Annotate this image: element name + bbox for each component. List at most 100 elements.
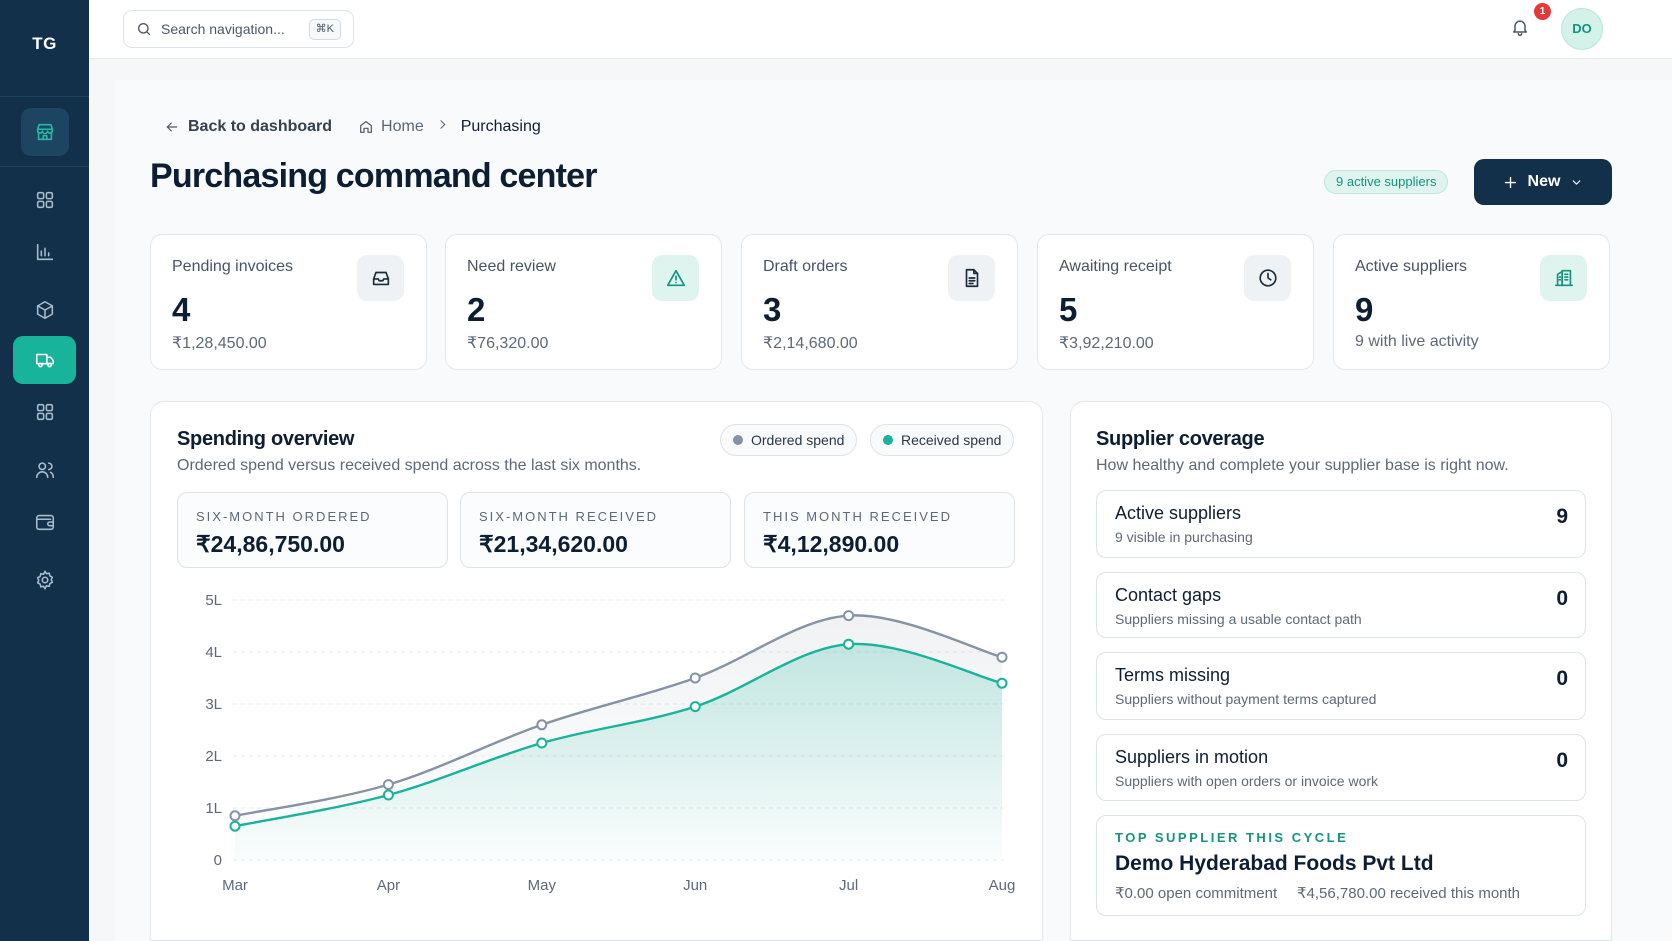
store-icon [36, 123, 54, 141]
search-shortcut: ⌘K [308, 19, 341, 40]
ordered-spend-point [229, 810, 241, 822]
active-suppliers-pill: 9 active suppliers [1324, 170, 1449, 194]
chevron-down-icon [1573, 179, 1581, 185]
metric-six-month-received: SIX-MONTH RECEIVED ₹21,34,620.00 [460, 492, 731, 568]
notifications-button[interactable] [1510, 17, 1534, 41]
coverage-item-title: Active suppliers [1115, 503, 1242, 523]
top-supplier-name: Demo Hyderabad Foods Pvt Ltd [1115, 852, 1434, 875]
sidebar-divider [0, 96, 89, 97]
app-logo[interactable]: TG [32, 34, 57, 53]
legend-ordered[interactable]: Ordered spend [720, 424, 858, 456]
sidebar-item-purchasing[interactable] [13, 336, 76, 384]
stat-card-pending-invoices[interactable]: Pending invoices 4 ₹1,28,450.00 [150, 234, 427, 370]
search-icon [138, 23, 150, 35]
top-supplier-label: TOP SUPPLIER THIS CYCLE [1115, 830, 1349, 845]
received-dot [883, 435, 893, 445]
coverage-item-value: 9 [1556, 505, 1568, 528]
stat-sub: ₹76,320.00 [467, 335, 549, 352]
breadcrumb-separator [436, 118, 449, 136]
ordered-spend-point [843, 610, 855, 622]
y-tick-label: 0 [214, 852, 222, 869]
top-supplier-open-commitment: ₹0.00 open commitment [1115, 885, 1278, 902]
coverage-item-value: 0 [1556, 749, 1568, 772]
topbar: Search navigation... ⌘K [89, 0, 1672, 59]
stat-card-need-review[interactable]: Need review 2 ₹76,320.00 [445, 234, 722, 370]
stat-card-draft-orders[interactable]: Draft orders 3 ₹2,14,680.00 [741, 234, 1018, 370]
received-spend-point [382, 789, 394, 801]
coverage-item-value: 0 [1556, 667, 1568, 690]
back-to-dashboard-link[interactable]: Back to dashboard [164, 118, 332, 136]
ordered-spend-point [382, 779, 394, 791]
wallet-icon [35, 514, 54, 531]
sidebar-item-store[interactable] [21, 108, 69, 156]
ordered-spend-point [689, 672, 701, 684]
top-supplier-card[interactable]: TOP SUPPLIER THIS CYCLE Demo Hyderabad F… [1096, 815, 1586, 916]
x-tick-label: Apr [377, 877, 400, 894]
coverage-title: Supplier coverage [1096, 428, 1265, 450]
spending-title: Spending overview [177, 428, 355, 450]
coverage-item-active-suppliers[interactable]: Active suppliers 9 visible in purchasing… [1096, 490, 1586, 558]
sidebar-item-reports[interactable] [13, 228, 76, 276]
sidebar-item-apps[interactable] [13, 388, 76, 436]
coverage-item-title: Suppliers in motion [1115, 747, 1269, 767]
coverage-item-sub: Suppliers without payment terms captured [1115, 691, 1377, 707]
inbox-icon [357, 255, 404, 301]
notification-badge: 1 [1534, 3, 1551, 20]
x-tick-label: Mar [222, 877, 248, 894]
x-tick-label: May [528, 877, 557, 894]
metric-value: ₹21,34,620.00 [479, 531, 628, 557]
spending-chart: 0 1L 2L 3L 4L 5L Mar Apr May Jun Jul Aug [205, 592, 1016, 894]
stat-label: Need review [467, 258, 556, 275]
metric-value: ₹4,12,890.00 [763, 531, 900, 557]
legend-received[interactable]: Received spend [870, 424, 1015, 456]
breadcrumb-current: Purchasing [460, 118, 541, 135]
received-spend-area [235, 643, 1002, 860]
sidebar: TG [0, 0, 89, 941]
coverage-subtitle: How healthy and complete your supplier b… [1096, 457, 1509, 474]
received-spend-point [229, 820, 241, 832]
stat-label: Awaiting receipt [1059, 258, 1172, 275]
coverage-item-title: Terms missing [1115, 665, 1231, 685]
sidebar-item-dashboard[interactable] [13, 176, 76, 224]
grid-icon [36, 191, 53, 209]
stat-value: 3 [763, 291, 782, 328]
sidebar-item-wallet[interactable] [13, 498, 76, 546]
coverage-item-value: 0 [1556, 587, 1568, 610]
stat-card-active-suppliers[interactable]: Active suppliers 9 9 with live activity [1333, 234, 1610, 370]
new-button[interactable]: New [1474, 159, 1612, 205]
received-spend-point [536, 737, 548, 749]
truck-icon [35, 353, 54, 368]
stat-sub: 9 with live activity [1355, 333, 1479, 350]
legend-received-label: Received spend [901, 432, 1002, 448]
ordered-spend-point [996, 651, 1008, 663]
ordered-spend-line [234, 614, 1003, 817]
x-tick-label: Aug [989, 877, 1016, 894]
sidebar-item-users[interactable] [13, 446, 76, 494]
y-tick-label: 3L [205, 696, 222, 713]
metric-label: SIX-MONTH RECEIVED [479, 509, 659, 524]
coverage-item-suppliers-in-motion[interactable]: Suppliers in motion Suppliers with open … [1096, 734, 1586, 801]
package-icon [36, 300, 53, 320]
gear-icon [36, 570, 53, 590]
breadcrumb-home[interactable]: Home [358, 118, 424, 136]
home-icon [360, 121, 372, 133]
page-title: Purchasing command center [150, 157, 597, 195]
ordered-dot [733, 435, 743, 445]
stat-value: 2 [467, 291, 486, 328]
sidebar-item-inventory[interactable] [13, 286, 76, 334]
stat-label: Active suppliers [1355, 258, 1468, 275]
search-input[interactable]: Search navigation... ⌘K [123, 10, 354, 48]
user-avatar[interactable]: DO [1561, 8, 1603, 50]
metric-six-month-ordered: SIX-MONTH ORDERED ₹24,86,750.00 [177, 492, 448, 568]
alert-triangle-icon [652, 255, 699, 301]
home-label: Home [381, 118, 424, 135]
stat-sub: ₹3,92,210.00 [1059, 335, 1154, 352]
bar-chart-icon [36, 243, 53, 261]
received-spend-line [234, 642, 1003, 828]
coverage-item-terms-missing[interactable]: Terms missing Suppliers without payment … [1096, 652, 1586, 720]
sidebar-item-settings[interactable] [13, 556, 76, 604]
building-icon [1540, 255, 1587, 301]
stat-card-awaiting-receipt[interactable]: Awaiting receipt 5 ₹3,92,210.00 [1037, 234, 1314, 370]
clock-icon [1244, 255, 1291, 301]
coverage-item-contact-gaps[interactable]: Contact gaps Suppliers missing a usable … [1096, 572, 1586, 638]
